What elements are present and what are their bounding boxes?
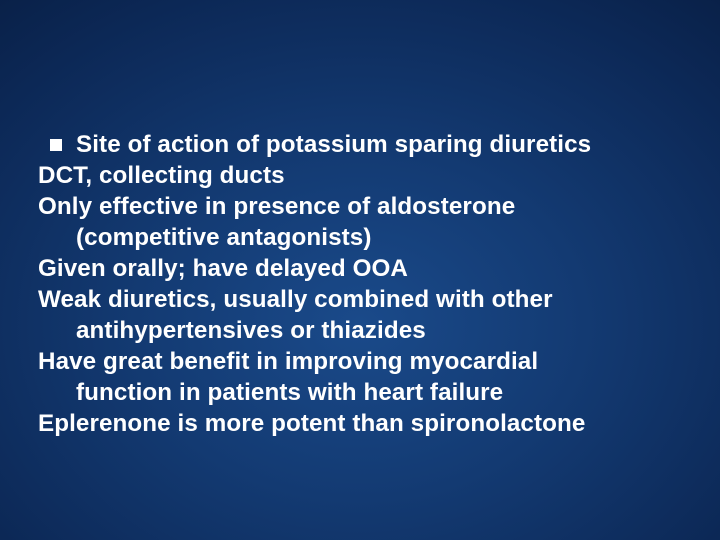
text-line-antihyp: antihypertensives or thiazides: [38, 316, 682, 347]
text-line-function: function in patients with heart failure: [38, 378, 682, 409]
text-line-effective: Only effective in presence of aldosteron…: [38, 192, 682, 223]
text-line-orally: Given orally; have delayed OOA: [38, 254, 682, 285]
text-line-competitive: (competitive antagonists): [38, 223, 682, 254]
text-line-dct: DCT, collecting ducts: [38, 161, 682, 192]
slide-body: Site of action of potassium sparing diur…: [0, 0, 720, 540]
text-line-eplerenone: Eplerenone is more potent than spironola…: [38, 409, 682, 440]
bullet-line-title: Site of action of potassium sparing diur…: [38, 130, 682, 161]
text-line-benefit: Have great benefit in improving myocardi…: [38, 347, 682, 378]
text-line-weak: Weak diuretics, usually combined with ot…: [38, 285, 682, 316]
